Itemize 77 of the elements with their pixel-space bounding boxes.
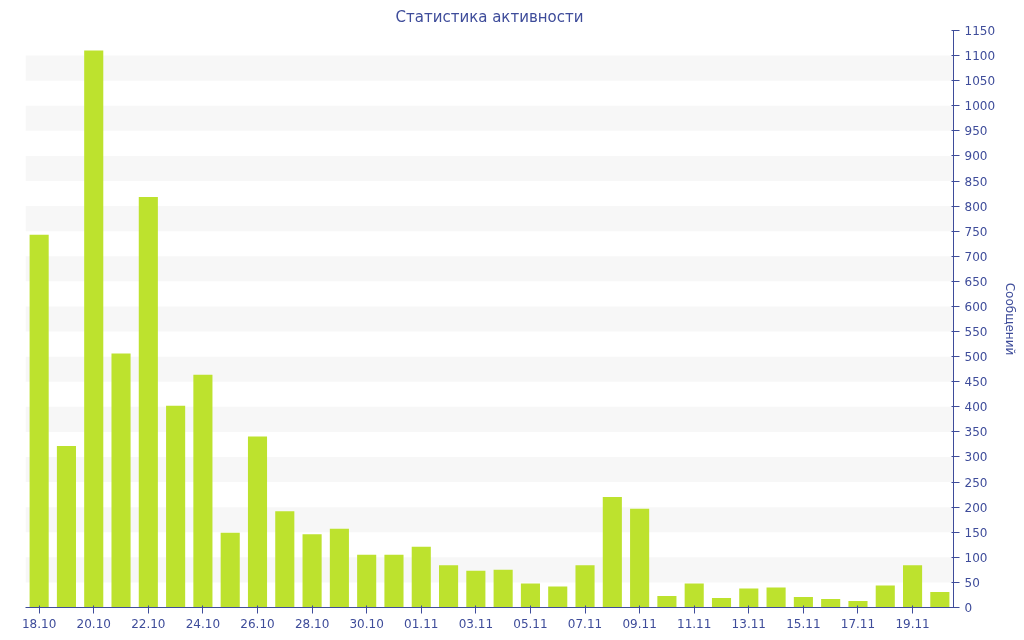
bar	[84, 50, 104, 608]
bar	[302, 534, 322, 608]
bar	[493, 569, 513, 608]
bar	[711, 597, 732, 608]
y-tick-label: 1150	[964, 24, 996, 38]
x-tick-label: 01.11	[404, 616, 439, 631]
bar	[875, 585, 895, 608]
bar	[220, 532, 240, 608]
bar	[548, 586, 568, 608]
y-tick-label: 700	[964, 249, 988, 264]
y-tick-label: 150	[964, 525, 988, 540]
bar	[111, 353, 131, 608]
bar	[684, 583, 704, 608]
y-tick-label: 600	[964, 299, 988, 314]
bar	[657, 595, 677, 608]
bar	[411, 546, 431, 608]
y-tick-label: 650	[964, 274, 988, 289]
y-tick-label: 950	[964, 124, 988, 139]
y-tick-label: 900	[964, 149, 988, 164]
y-tick-label: 500	[964, 350, 988, 365]
y-tick-label: 300	[964, 450, 988, 465]
x-tick-label: 19.11	[895, 616, 930, 631]
bar	[739, 588, 759, 608]
x-tick-label: 18.10	[21, 616, 57, 631]
y-tick-label: 200	[964, 500, 988, 515]
bar	[520, 583, 540, 608]
bar	[930, 591, 950, 608]
x-tick-label: 11.11	[677, 616, 712, 631]
x-tick-label: 24.10	[185, 616, 221, 631]
x-tick-label: 28.10	[294, 616, 330, 631]
x-tick-label: 03.11	[458, 616, 494, 631]
bar	[29, 234, 49, 608]
bar	[193, 374, 213, 608]
y-tick-label: 1050	[964, 74, 996, 89]
bar	[793, 596, 813, 608]
y-tick-label: 450	[964, 375, 988, 390]
y-tick-label: 0	[964, 601, 973, 615]
x-tick-label: 17.11	[840, 616, 876, 631]
bar	[466, 570, 486, 608]
y-tick-label: 800	[964, 199, 988, 214]
y-tick-label: 350	[964, 425, 988, 440]
bar	[439, 565, 459, 608]
y-tick-label: 750	[964, 224, 988, 239]
x-tick-label: 26.10	[240, 616, 275, 631]
y-tick-label: 250	[964, 475, 988, 490]
bar	[384, 554, 404, 608]
x-tick-label: 05.11	[513, 616, 548, 631]
bar	[848, 600, 868, 608]
x-tick-label: 09.11	[622, 616, 657, 631]
bar	[357, 554, 377, 608]
x-tick-label: 30.10	[349, 616, 384, 631]
bar	[821, 598, 841, 608]
x-tick-label: 15.11	[786, 616, 821, 631]
x-tick-label: 22.10	[131, 616, 166, 631]
bar	[275, 511, 295, 608]
bar	[138, 197, 158, 608]
bar	[602, 497, 622, 608]
chart-title: Статистика активности	[395, 7, 584, 26]
y-tick-label: 550	[964, 325, 988, 340]
bar	[247, 436, 268, 608]
y-tick-label: 50	[964, 575, 980, 590]
y-tick-label: 1100	[964, 49, 996, 64]
bar	[630, 508, 650, 608]
y-tick-label: 100	[964, 550, 988, 565]
bar	[903, 565, 923, 608]
x-tick-label: 13.11	[731, 616, 766, 631]
y-tick-label: 400	[964, 400, 988, 415]
bar	[56, 445, 76, 608]
y-tick-label: 1000	[964, 99, 996, 114]
bar	[575, 565, 595, 608]
bar	[766, 587, 786, 608]
x-tick-label: 07.11	[567, 616, 603, 631]
y-axis-title: Сообщений	[1003, 282, 1018, 356]
bar	[166, 405, 186, 608]
bar	[329, 528, 349, 608]
y-tick-label: 850	[964, 174, 988, 189]
x-tick-label: 20.10	[76, 616, 111, 631]
